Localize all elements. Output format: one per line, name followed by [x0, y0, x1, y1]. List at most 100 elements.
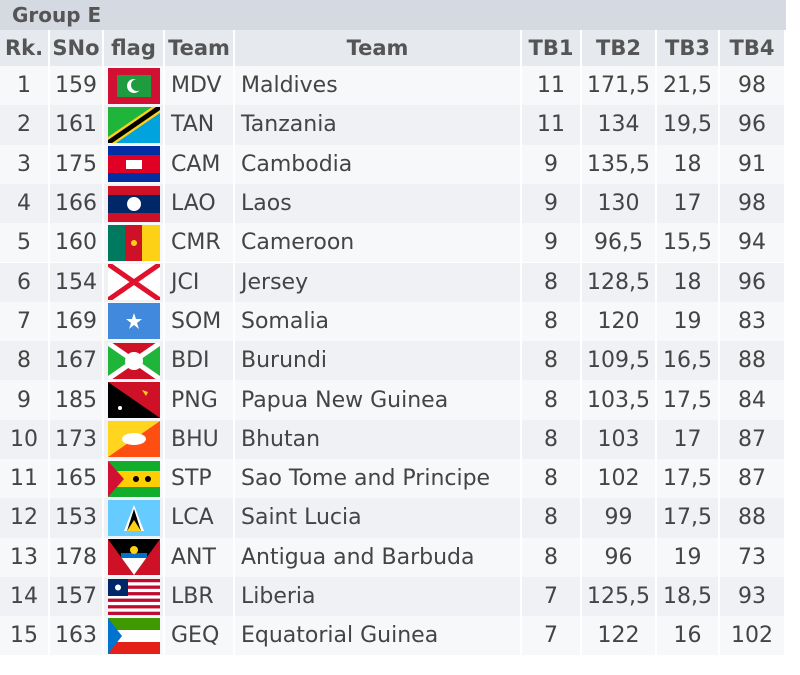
- table-cell: 93: [720, 576, 786, 617]
- table-cell: 84: [720, 380, 786, 420]
- table-row: 5 160 CMR Cameroon 9 96,5 15,5 94: [0, 223, 786, 263]
- table-cell: 21,5: [657, 66, 720, 106]
- flag-icon: [107, 224, 160, 261]
- table-row: 12 153 LCA Saint Lucia 8 99 17,5 88: [0, 498, 786, 538]
- table-cell: 8: [522, 498, 582, 538]
- table-cell: 154: [50, 262, 104, 302]
- flag-cell: [104, 223, 165, 263]
- table-cell: LCA: [165, 498, 235, 538]
- table-cell: 11: [522, 105, 582, 145]
- table-cell: Laos: [235, 183, 522, 224]
- table-cell: Equatorial Guinea: [235, 616, 522, 656]
- table-cell: 2: [0, 105, 50, 145]
- flag-cell: [104, 616, 165, 656]
- table-row: 2 161 TAN Tanzania 11 134 19,5 96: [0, 105, 786, 145]
- table-cell: 14: [0, 576, 50, 617]
- table-cell: STP: [165, 459, 235, 499]
- column-header: Team: [165, 30, 235, 66]
- table-cell: Antigua and Barbuda: [235, 537, 522, 577]
- column-header: Team: [235, 30, 522, 66]
- standings-table: Group E Rk. SNo flag Team Team TB1 TB2 TB3 TB4 1 1…: [0, 0, 786, 656]
- flag-icon: [107, 539, 160, 576]
- table-cell: Liberia: [235, 576, 522, 617]
- table-cell: 16: [657, 616, 720, 656]
- flag-icon: [107, 106, 160, 143]
- table-cell: BDI: [165, 341, 235, 381]
- flag-icon: [107, 617, 160, 654]
- column-header: SNo: [50, 30, 104, 66]
- flag-icon: [107, 264, 160, 301]
- flag-icon: [107, 146, 160, 183]
- table-cell: MDV: [165, 66, 235, 106]
- table-cell: 17: [657, 183, 720, 224]
- table-cell: 11: [522, 66, 582, 106]
- table-row: 3 175 CAM Cambodia 9 135,5 18 91: [0, 144, 786, 184]
- flag-icon: [107, 342, 160, 379]
- table-cell: Cameroon: [235, 223, 522, 263]
- table-cell: Bhutan: [235, 419, 522, 459]
- table-cell: 169: [50, 301, 104, 342]
- table-cell: 125,5: [582, 576, 657, 617]
- table-cell: 3: [0, 144, 50, 184]
- table-cell: JCI: [165, 262, 235, 302]
- table-cell: 8: [522, 262, 582, 302]
- flag-cell: [104, 66, 165, 106]
- table-cell: Papua New Guinea: [235, 380, 522, 420]
- table-cell: 171,5: [582, 66, 657, 106]
- table-cell: 17,5: [657, 459, 720, 499]
- table-row: 11 165 STP Sao Tome and Principe 8 102 17,5 87: [0, 459, 786, 499]
- table-cell: 130: [582, 183, 657, 224]
- table-cell: 87: [720, 419, 786, 459]
- table-cell: 8: [522, 301, 582, 342]
- flag-icon: [107, 421, 160, 458]
- column-header: TB3: [657, 30, 720, 66]
- table-cell: 134: [582, 105, 657, 145]
- table-cell: 7: [522, 576, 582, 617]
- table-cell: 175: [50, 144, 104, 184]
- table-cell: 7: [0, 301, 50, 342]
- flag-icon: [107, 460, 160, 497]
- table-row: 14 157 LBR Liberia 7 125,5 18,5 93: [0, 576, 786, 617]
- table-cell: 96: [720, 262, 786, 302]
- table-cell: 9: [522, 144, 582, 184]
- table-cell: 160: [50, 223, 104, 263]
- flag-icon: [107, 185, 160, 222]
- table-cell: 102: [582, 459, 657, 499]
- table-cell: 8: [522, 341, 582, 381]
- table-cell: 8: [522, 419, 582, 459]
- table-cell: 88: [720, 341, 786, 381]
- table-cell: 6: [0, 262, 50, 302]
- table-row: 9 185 PNG Papua New Guinea 8 103,5 17,5 84: [0, 380, 786, 420]
- flag-icon: [107, 67, 160, 104]
- table-cell: 7: [522, 616, 582, 656]
- table-cell: BHU: [165, 419, 235, 459]
- table-cell: 8: [522, 537, 582, 577]
- table-cell: Burundi: [235, 341, 522, 381]
- table-cell: 16,5: [657, 341, 720, 381]
- flag-icon: [107, 303, 160, 340]
- header-row: Rk. SNo flag Team Team TB1 TB2 TB3 TB4: [0, 30, 786, 66]
- table-cell: 19: [657, 301, 720, 342]
- table-cell: CMR: [165, 223, 235, 263]
- table-cell: 98: [720, 183, 786, 224]
- flag-cell: [104, 183, 165, 224]
- table-cell: 165: [50, 459, 104, 499]
- column-header: flag: [104, 30, 165, 66]
- table-cell: Tanzania: [235, 105, 522, 145]
- table-cell: 17,5: [657, 380, 720, 420]
- table-row: 6 154 JCI Jersey 8 128,5 18 96: [0, 262, 786, 302]
- table-cell: 15: [0, 616, 50, 656]
- table-cell: 4: [0, 183, 50, 224]
- table-row: 10 173 BHU Bhutan 8 103 17 87: [0, 419, 786, 459]
- table-cell: 87: [720, 459, 786, 499]
- table-cell: 18,5: [657, 576, 720, 617]
- column-header: Rk.: [0, 30, 50, 66]
- table-cell: 15,5: [657, 223, 720, 263]
- column-header: TB2: [582, 30, 657, 66]
- table-cell: GEQ: [165, 616, 235, 656]
- group-title: Group E: [0, 0, 786, 30]
- flag-cell: [104, 341, 165, 381]
- table-cell: 96,5: [582, 223, 657, 263]
- table-row: 1 159 MDV Maldives 11 171,5 21,5 98: [0, 66, 786, 106]
- table-cell: Somalia: [235, 301, 522, 342]
